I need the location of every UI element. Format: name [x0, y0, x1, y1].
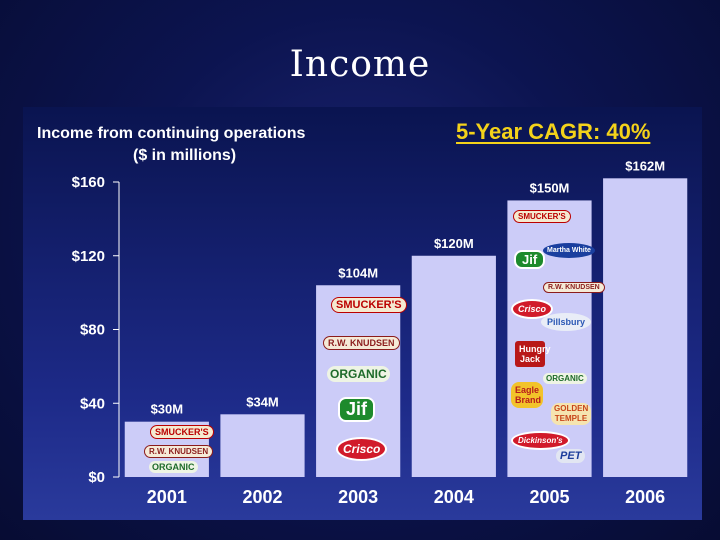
bar	[220, 414, 305, 477]
organic-logo: ORGANIC	[149, 461, 198, 473]
organic-logo: ORGANIC	[543, 373, 587, 384]
bar-value-label: $104M	[338, 265, 378, 280]
crisco-logo: Crisco	[336, 437, 388, 461]
chart-subtitle: ($ in millions)	[133, 147, 237, 164]
smuckers-logo: SMUCKER'S	[150, 425, 214, 439]
chart-title-main: Income from continuing operations	[37, 125, 306, 142]
x-category-label: 2005	[529, 487, 569, 507]
cagr-annotation: 5-Year CAGR: 40%	[456, 119, 651, 144]
y-tick-label: $160	[72, 174, 105, 191]
bar-value-label: $150M	[530, 180, 570, 195]
x-category-label: 2006	[625, 487, 665, 507]
bar-value-label: $120M	[434, 236, 474, 251]
y-tick-label: $0	[88, 469, 105, 486]
bar	[411, 255, 496, 477]
y-tick-label: $80	[80, 322, 105, 339]
smuckers-logo: SMUCKER'S	[513, 210, 571, 223]
dickinsons-logo: Dickinson's	[511, 431, 570, 450]
knudsen-logo: R.W. KNUDSEN	[323, 336, 400, 350]
jif-logo: Jif	[514, 250, 546, 269]
y-tick-label: $40	[80, 395, 105, 412]
smuckers-logo: SMUCKER'S	[331, 297, 407, 313]
knudsen-logo: R.W. KNUDSEN	[543, 282, 605, 293]
martha-white-logo: Martha White	[543, 243, 595, 258]
bar-value-label: $34M	[246, 394, 279, 409]
x-category-label: 2004	[434, 487, 474, 507]
pillsbury-logo: Pillsbury	[541, 313, 592, 331]
crisco-logo: Crisco	[511, 299, 554, 319]
golden-temple-logo: GOLDEN TEMPLE	[551, 403, 591, 425]
y-tick-label: $120	[72, 248, 105, 265]
pet-logo: PET	[556, 449, 586, 463]
organic-logo: ORGANIC	[327, 366, 390, 382]
eagle-brand-logo: Eagle Brand	[511, 382, 543, 408]
x-category-label: 2002	[242, 487, 282, 507]
x-category-label: 2001	[147, 487, 187, 507]
bar	[603, 178, 688, 477]
jif-logo: Jif	[338, 397, 376, 422]
slide-title: Income	[289, 44, 431, 85]
knudsen-logo: R.W. KNUDSEN	[144, 445, 214, 458]
chart-panel: Income from continuing operations ($ in …	[23, 107, 702, 520]
hungry-jack-logo: Hungry Jack	[515, 341, 551, 367]
x-category-label: 2003	[338, 487, 378, 507]
bar-value-label: $162M	[625, 158, 665, 173]
bar-value-label: $30M	[151, 402, 184, 417]
chart-title: Income from continuing operations ($ in …	[37, 123, 305, 167]
